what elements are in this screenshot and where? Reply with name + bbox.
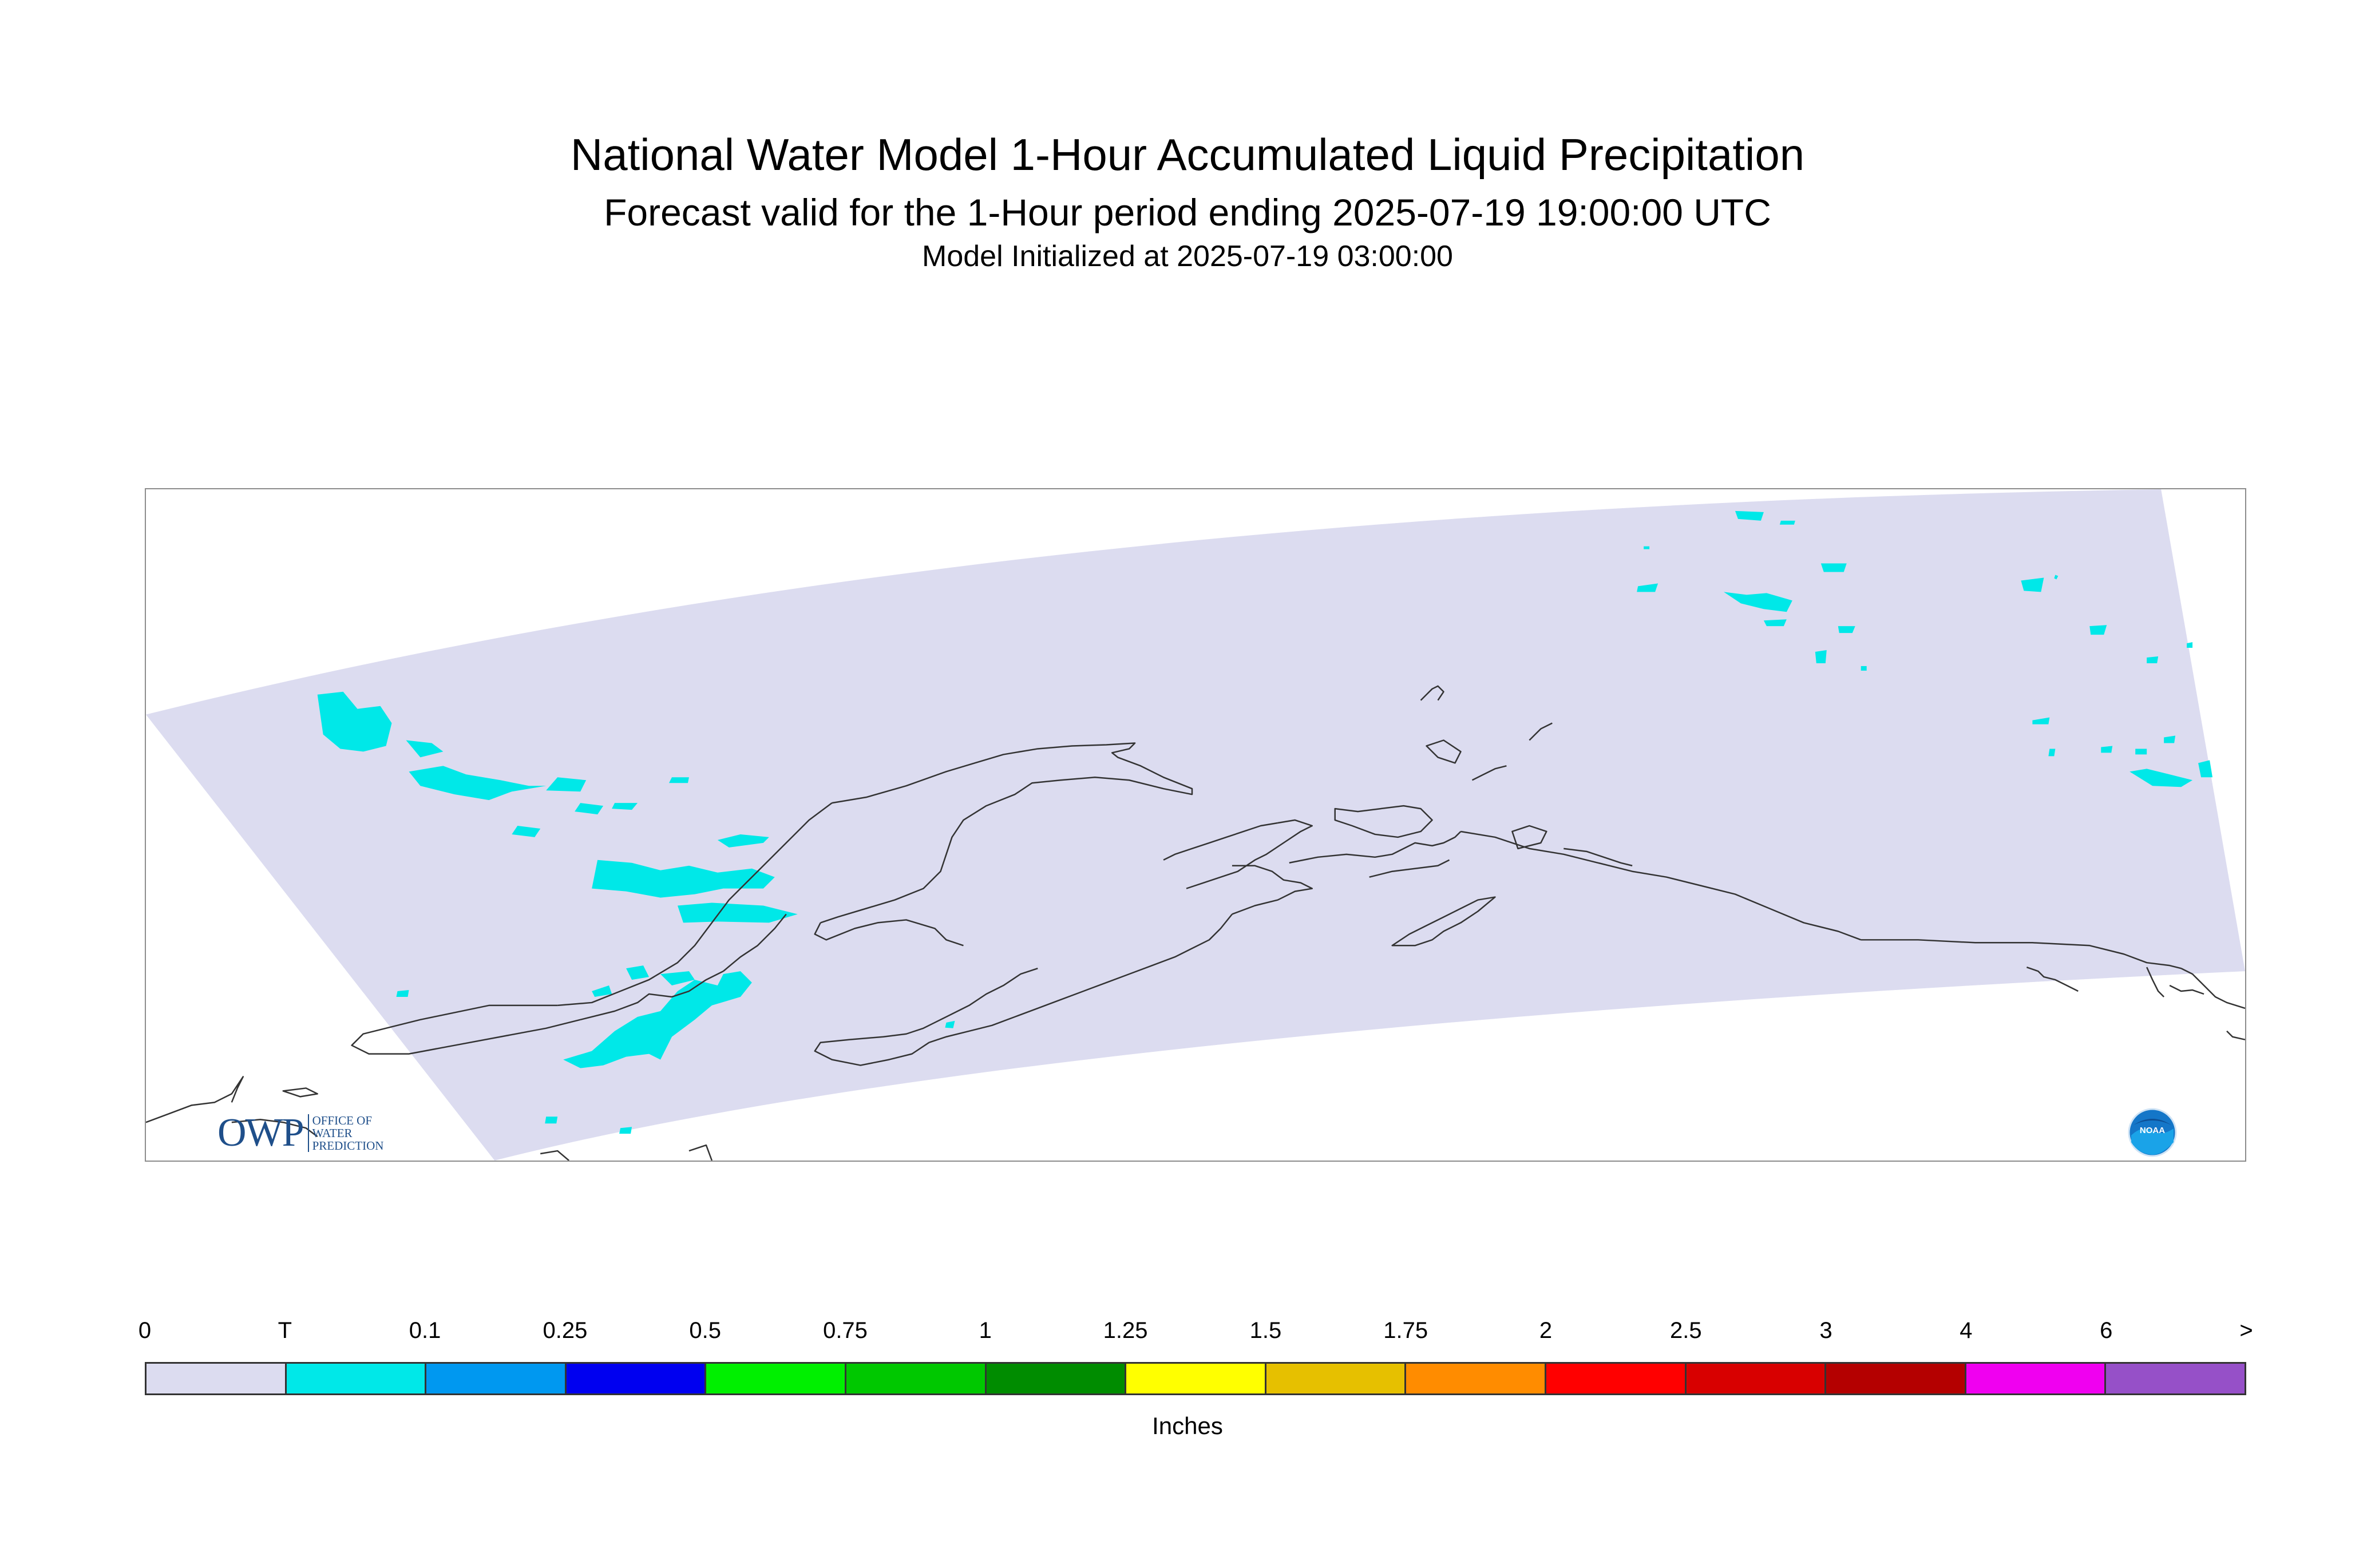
legend-tick-label: 3 bbox=[1819, 1318, 1832, 1343]
map-title: National Water Model 1-Hour Accumulated … bbox=[570, 129, 1805, 180]
owp-logo-line2: WATER bbox=[312, 1126, 353, 1140]
legend-swatch: #0000f0 bbox=[566, 1364, 707, 1393]
legend-tick-label: 0.1 bbox=[409, 1318, 441, 1343]
owp-logo-letters: OWP bbox=[217, 1111, 304, 1155]
legend-tick-label: > bbox=[2239, 1318, 2253, 1343]
legend-tick-label: 2 bbox=[1539, 1318, 1553, 1343]
legend-swatch: #00e8e8 bbox=[286, 1364, 427, 1393]
legend-swatch: #ffff00 bbox=[1126, 1364, 1266, 1393]
legend-tick-label: 4 bbox=[1960, 1318, 1973, 1343]
precipitation-map bbox=[146, 489, 2245, 1161]
noaa-logo: NOAA bbox=[2128, 1108, 2177, 1157]
legend-swatch: #9650c8 bbox=[2106, 1364, 2245, 1393]
legend-swatch: #00c800 bbox=[846, 1364, 987, 1393]
legend-swatch: #f000f0 bbox=[1966, 1364, 2107, 1393]
legend-tick-label: 1.25 bbox=[1103, 1318, 1148, 1343]
legend-swatch: #ff0000 bbox=[1546, 1364, 1687, 1393]
precipitation-areas bbox=[317, 510, 2213, 1134]
legend-units-label: Inches bbox=[1152, 1412, 1223, 1439]
legend-tick-label: 0 bbox=[138, 1318, 152, 1343]
legend-swatch: #00f000 bbox=[706, 1364, 846, 1393]
legend-swatch: #b40000 bbox=[1826, 1364, 1966, 1393]
forecast-valid-subtitle: Forecast valid for the 1-Hour period end… bbox=[604, 191, 1771, 233]
legend-tick-label: T bbox=[278, 1318, 292, 1343]
noaa-logo-text: NOAA bbox=[2140, 1126, 2165, 1135]
owp-logo-line3: PREDICTION bbox=[312, 1139, 384, 1153]
legend-tick-label: 0.25 bbox=[543, 1318, 588, 1343]
map-panel bbox=[145, 488, 2246, 1162]
legend-tick-label: 0.5 bbox=[689, 1318, 721, 1343]
legend-swatch: #ff8c00 bbox=[1406, 1364, 1546, 1393]
legend-swatch: #0098f0 bbox=[426, 1364, 567, 1393]
owp-logo-subtitle: OFFICE OF WATER PREDICTION bbox=[307, 1114, 384, 1153]
model-init-subtitle: Model Initialized at 2025-07-19 03:00:00 bbox=[922, 240, 1453, 273]
legend-tick-label: 2.5 bbox=[1669, 1318, 1702, 1343]
legend-tick-label: 1.5 bbox=[1249, 1318, 1282, 1343]
legend-tick-label: 1.75 bbox=[1383, 1318, 1428, 1343]
owp-logo: OWP OFFICE OF WATER PREDICTION bbox=[217, 1110, 383, 1156]
legend-swatch: #d80000 bbox=[1686, 1364, 1827, 1393]
owp-logo-line1: OFFICE OF bbox=[312, 1114, 373, 1127]
legend-swatch: #e6c000 bbox=[1266, 1364, 1407, 1393]
legend-swatch: #008c00 bbox=[986, 1364, 1127, 1393]
model-domain-region bbox=[146, 489, 2245, 1161]
coastlines bbox=[146, 685, 2245, 1161]
legend-tick-label: 1 bbox=[979, 1318, 992, 1343]
legend-swatch: #dcdcf0 bbox=[147, 1364, 287, 1393]
legend-tick-label: 6 bbox=[2100, 1318, 2113, 1343]
legend-tick-label: 0.75 bbox=[823, 1318, 868, 1343]
precipitation-legend-colorbar: #dcdcf0#00e8e8#0098f0#0000f0#00f000#00c8… bbox=[145, 1362, 2246, 1395]
